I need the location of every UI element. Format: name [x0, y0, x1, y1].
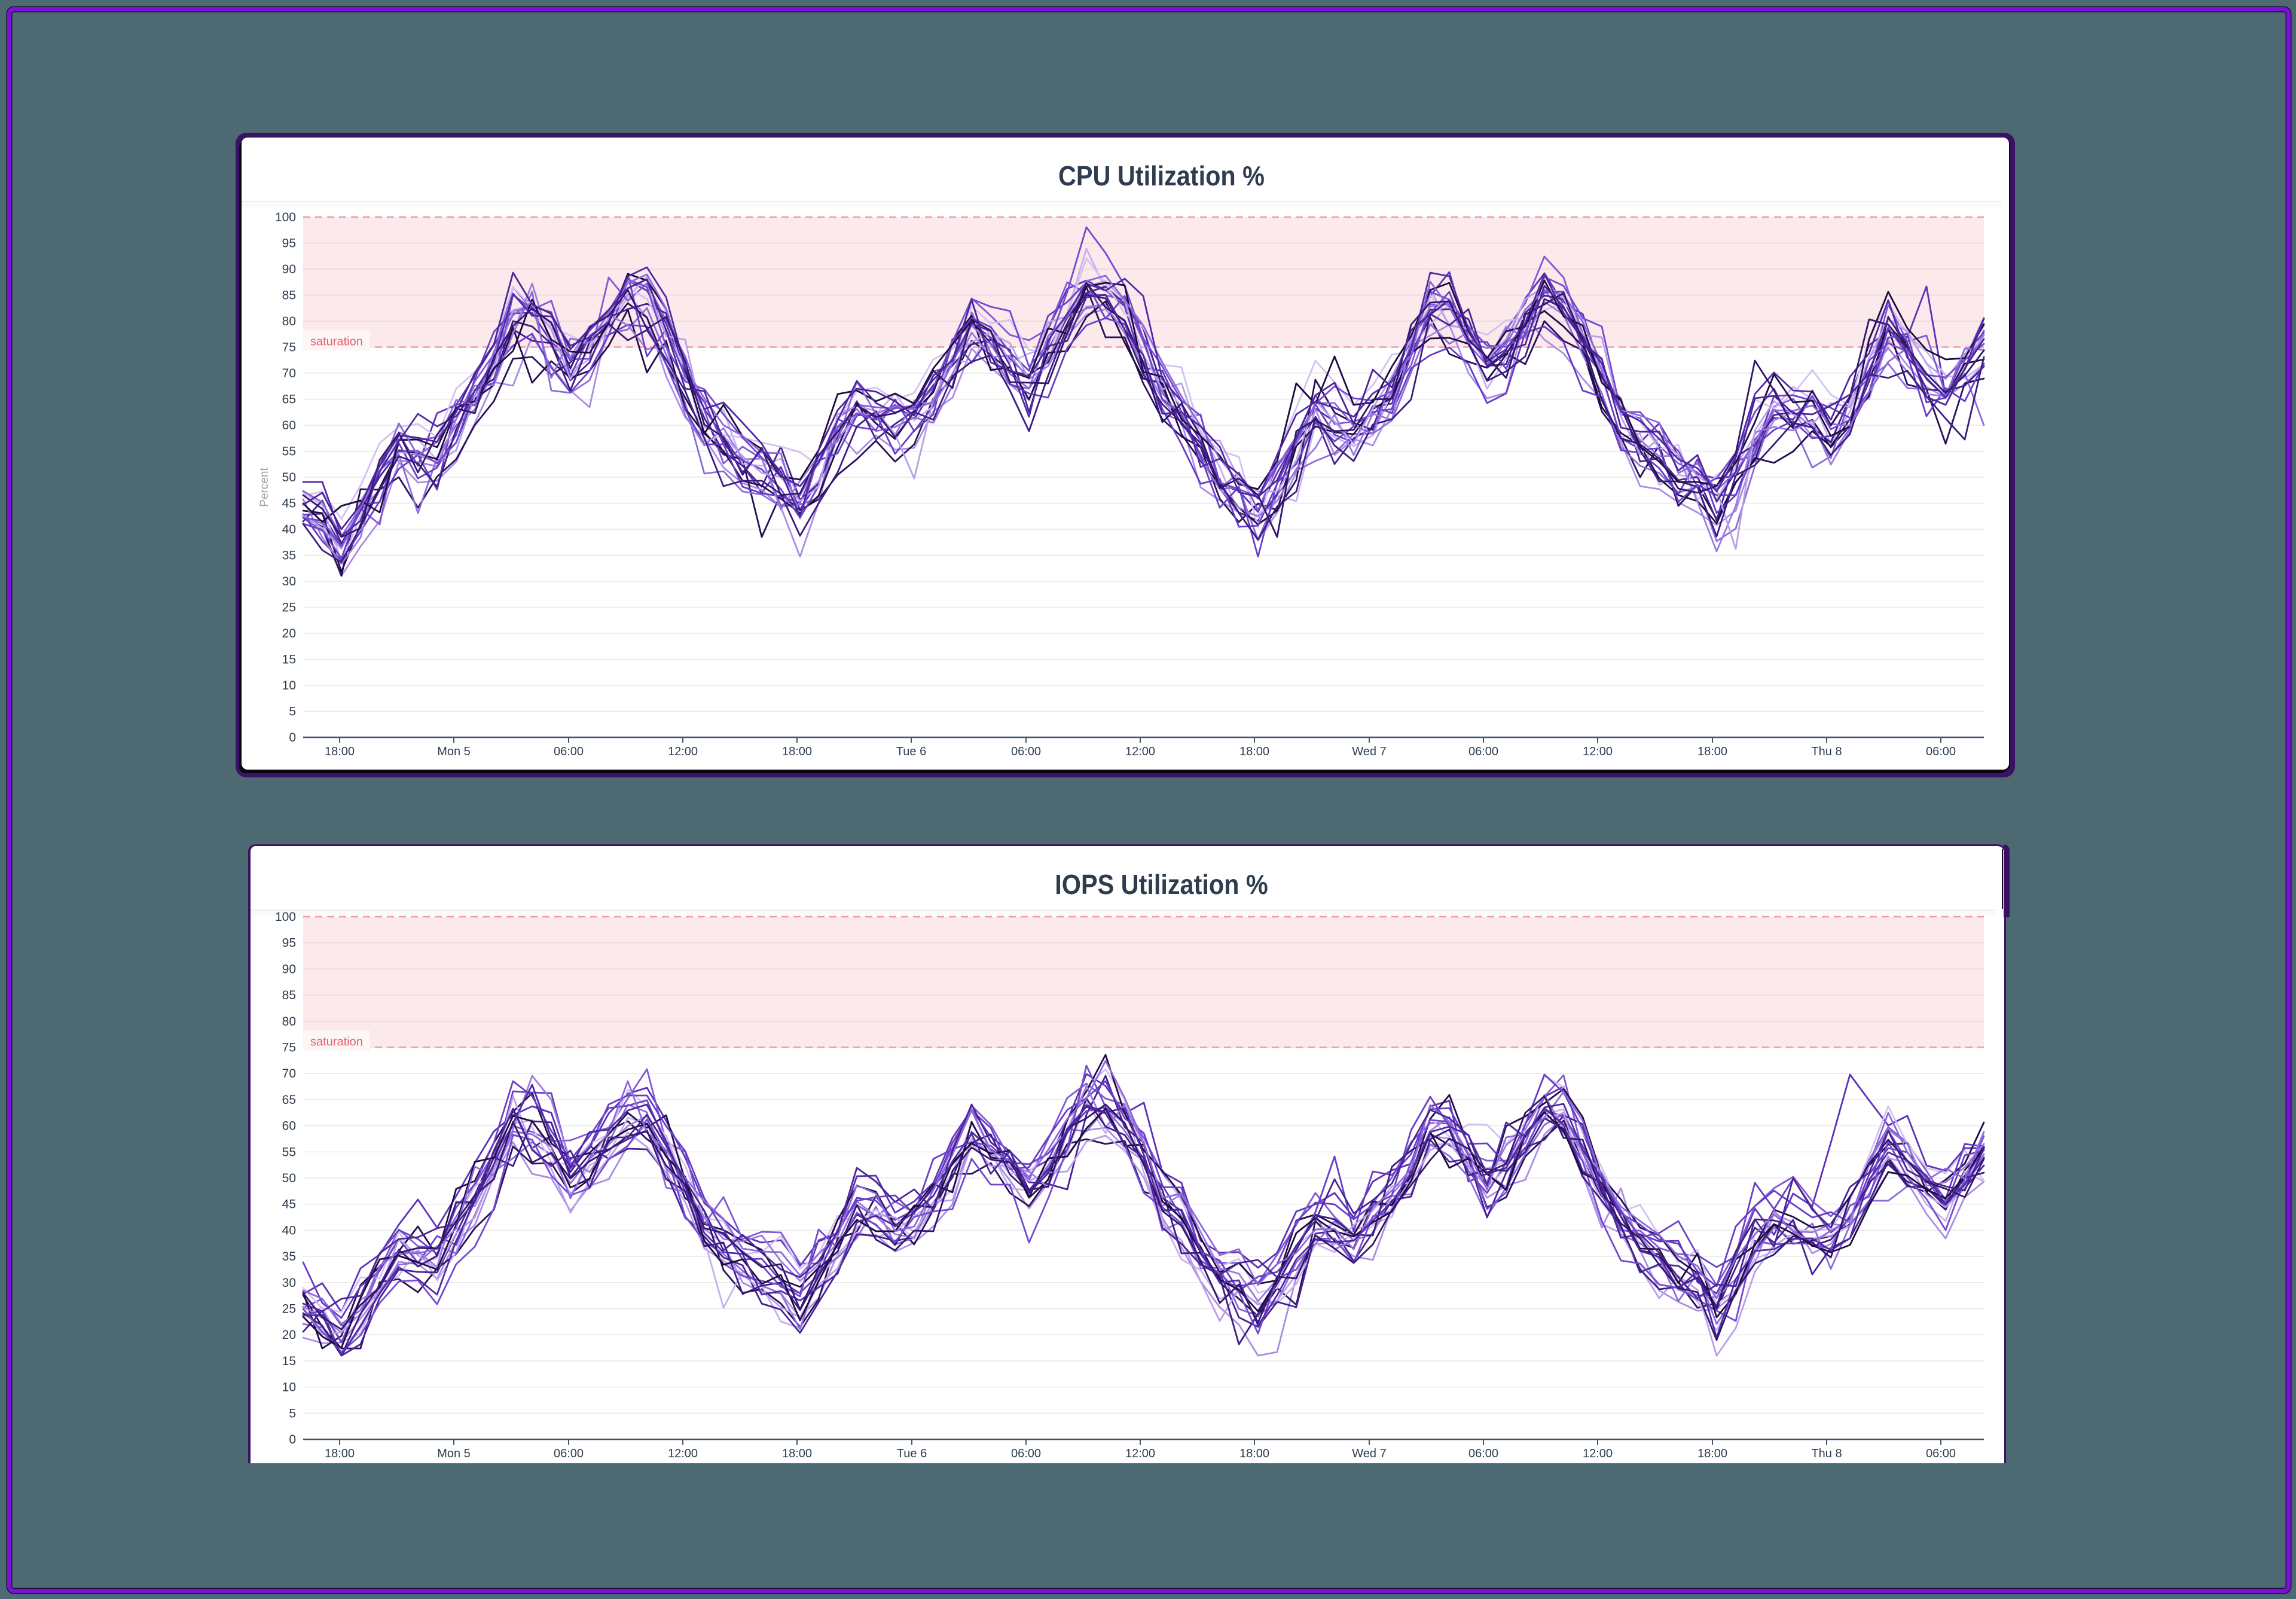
svg-text:Wed 7: Wed 7 — [1352, 745, 1386, 758]
svg-text:0: 0 — [289, 1433, 296, 1447]
svg-text:18:00: 18:00 — [1239, 1447, 1269, 1460]
svg-text:40: 40 — [282, 1223, 296, 1237]
svg-text:12:00: 12:00 — [668, 745, 698, 758]
svg-text:18:00: 18:00 — [1239, 745, 1269, 758]
svg-text:12:00: 12:00 — [1583, 1447, 1613, 1460]
svg-text:18:00: 18:00 — [325, 1447, 355, 1460]
svg-text:IOPS Utilization %: IOPS Utilization % — [1055, 869, 1268, 901]
svg-text:06:00: 06:00 — [1011, 745, 1041, 758]
svg-text:20: 20 — [282, 1328, 296, 1342]
svg-text:95: 95 — [282, 936, 296, 950]
svg-text:10: 10 — [282, 679, 296, 692]
svg-text:35: 35 — [282, 549, 296, 563]
svg-text:10: 10 — [282, 1381, 296, 1394]
svg-text:15: 15 — [282, 1354, 296, 1368]
svg-text:40: 40 — [282, 523, 296, 536]
svg-text:Thu 8: Thu 8 — [1811, 745, 1842, 758]
svg-text:12:00: 12:00 — [1125, 745, 1155, 758]
svg-text:20: 20 — [282, 627, 296, 640]
svg-text:30: 30 — [282, 575, 296, 588]
svg-text:85: 85 — [282, 988, 296, 1002]
svg-text:100: 100 — [275, 210, 296, 224]
svg-text:saturation: saturation — [310, 1036, 363, 1049]
svg-text:90: 90 — [282, 263, 296, 276]
svg-text:06:00: 06:00 — [1926, 1447, 1956, 1460]
svg-text:Thu 8: Thu 8 — [1811, 1447, 1842, 1460]
svg-text:25: 25 — [282, 601, 296, 615]
svg-text:5: 5 — [289, 1406, 296, 1420]
svg-text:18:00: 18:00 — [782, 745, 812, 758]
svg-text:50: 50 — [282, 1171, 296, 1185]
svg-text:Wed 7: Wed 7 — [1352, 1447, 1386, 1460]
svg-text:0: 0 — [289, 731, 296, 744]
svg-text:75: 75 — [282, 341, 296, 355]
svg-text:Tue 6: Tue 6 — [896, 745, 926, 758]
svg-text:18:00: 18:00 — [1697, 1447, 1727, 1460]
svg-text:12:00: 12:00 — [1583, 745, 1613, 758]
svg-text:60: 60 — [282, 419, 296, 432]
svg-text:18:00: 18:00 — [782, 1447, 812, 1460]
svg-text:12:00: 12:00 — [1125, 1447, 1155, 1460]
svg-text:15: 15 — [282, 653, 296, 667]
svg-text:Mon 5: Mon 5 — [437, 1447, 471, 1460]
svg-text:Percent: Percent — [258, 468, 271, 507]
svg-text:Mon 5: Mon 5 — [437, 745, 471, 758]
svg-text:50: 50 — [282, 471, 296, 484]
svg-text:65: 65 — [282, 393, 296, 407]
svg-text:70: 70 — [282, 1067, 296, 1081]
svg-text:85: 85 — [282, 289, 296, 303]
svg-text:30: 30 — [282, 1276, 296, 1290]
svg-text:5: 5 — [289, 705, 296, 719]
svg-text:60: 60 — [282, 1119, 296, 1133]
svg-text:90: 90 — [282, 962, 296, 976]
svg-text:100: 100 — [275, 910, 296, 924]
svg-text:06:00: 06:00 — [1468, 1447, 1498, 1460]
svg-text:06:00: 06:00 — [1468, 745, 1498, 758]
svg-text:75: 75 — [282, 1041, 296, 1055]
svg-text:80: 80 — [282, 315, 296, 328]
svg-text:18:00: 18:00 — [1697, 745, 1727, 758]
svg-text:06:00: 06:00 — [554, 745, 584, 758]
svg-text:55: 55 — [282, 445, 296, 459]
svg-text:95: 95 — [282, 237, 296, 251]
svg-text:06:00: 06:00 — [554, 1447, 584, 1460]
svg-text:CPU Utilization %: CPU Utilization % — [1058, 161, 1265, 192]
svg-text:Tue 6: Tue 6 — [897, 1447, 927, 1460]
svg-text:06:00: 06:00 — [1011, 1447, 1041, 1460]
svg-text:45: 45 — [282, 497, 296, 511]
svg-text:35: 35 — [282, 1250, 296, 1264]
svg-text:saturation: saturation — [310, 335, 363, 349]
svg-text:55: 55 — [282, 1145, 296, 1159]
svg-text:12:00: 12:00 — [668, 1447, 698, 1460]
svg-text:70: 70 — [282, 367, 296, 380]
svg-text:25: 25 — [282, 1302, 296, 1316]
svg-text:06:00: 06:00 — [1926, 745, 1956, 758]
svg-text:65: 65 — [282, 1093, 296, 1107]
svg-text:80: 80 — [282, 1015, 296, 1029]
svg-text:45: 45 — [282, 1198, 296, 1212]
svg-text:18:00: 18:00 — [325, 745, 355, 758]
